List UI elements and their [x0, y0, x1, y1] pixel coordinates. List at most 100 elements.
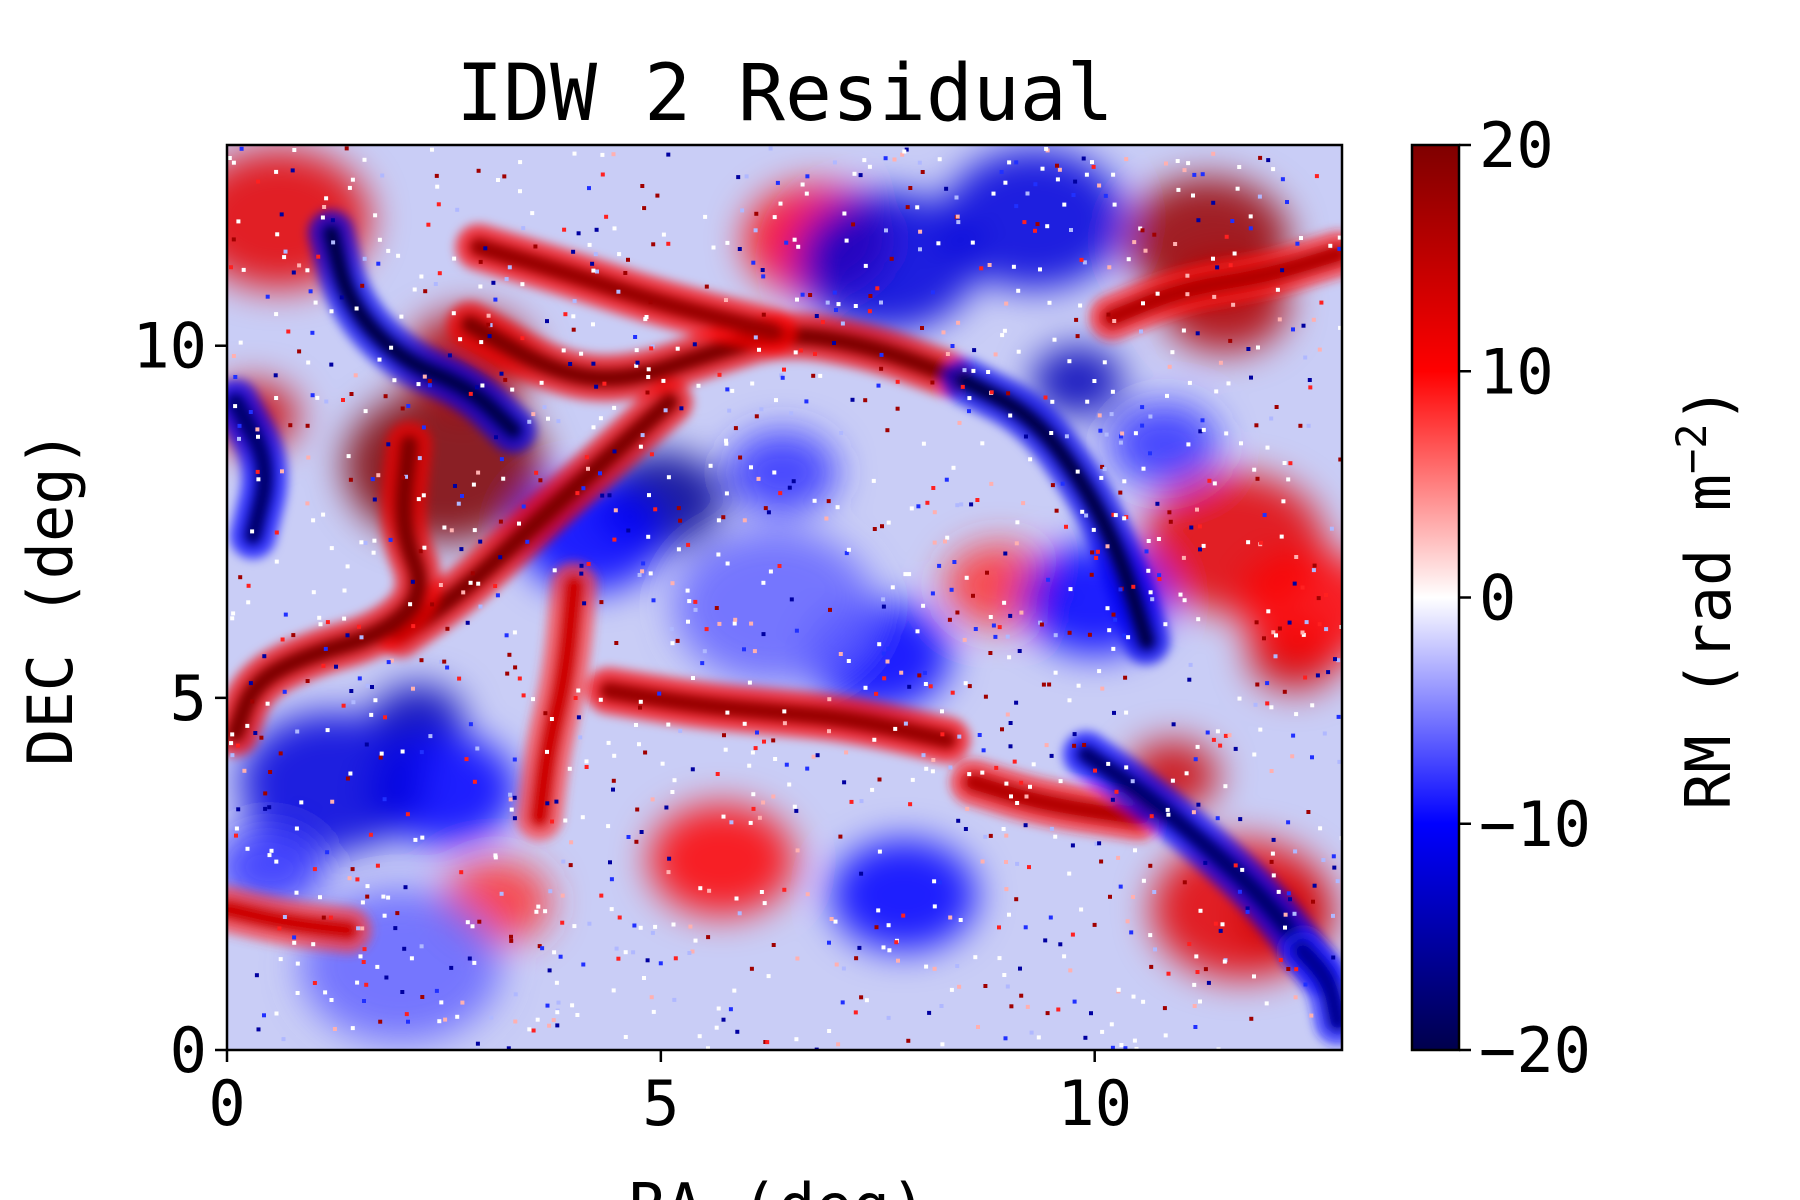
heatmap-speckle-pixel — [768, 146, 773, 151]
heatmap-speckle-pixel — [235, 743, 240, 748]
heatmap-speckle-pixel — [495, 593, 500, 598]
heatmap-speckle-pixel — [649, 452, 654, 457]
heatmap-speckle-pixel — [1212, 294, 1217, 299]
heatmap-speckle-pixel — [355, 980, 360, 985]
heatmap-speckle-pixel — [1200, 418, 1205, 423]
heatmap-speckle-pixel — [1182, 880, 1187, 885]
heatmap-speckle-pixel — [747, 680, 752, 685]
heatmap-speckle-pixel — [1009, 1004, 1014, 1009]
y-tick-label: 0 — [170, 1014, 207, 1087]
heatmap-speckle-pixel — [581, 962, 586, 967]
heatmap-speckle-pixel — [1004, 833, 1009, 838]
heatmap-speckle-pixel — [1181, 328, 1186, 333]
heatmap-speckle-pixel — [840, 1000, 845, 1005]
heatmap-speckle-pixel — [1239, 441, 1243, 446]
heatmap-speckle-pixel — [1233, 746, 1238, 751]
heatmap-speckle-pixel — [1245, 909, 1250, 914]
heatmap-speckle-pixel — [1322, 731, 1327, 736]
heatmap-speckle-pixel — [885, 428, 890, 433]
heatmap-speckle-pixel — [714, 606, 719, 610]
heatmap-speckle-pixel — [886, 520, 891, 525]
heatmap-speckle-pixel — [1182, 168, 1187, 173]
heatmap-speckle-pixel — [904, 147, 909, 152]
heatmap-speckle-pixel — [623, 1035, 628, 1039]
heatmap-speckle-pixel — [305, 679, 310, 683]
heatmap-speckle-pixel — [445, 665, 450, 670]
heatmap-speckle-pixel — [412, 287, 417, 292]
heatmap-speckle-pixel — [623, 950, 628, 955]
heatmap-speckle-pixel — [1279, 534, 1284, 539]
heatmap-speckle-pixel — [1232, 251, 1237, 256]
heatmap-speckle-pixel — [771, 943, 776, 947]
heatmap-speckle-pixel — [930, 591, 935, 596]
heatmap-speckle-pixel — [551, 1018, 556, 1023]
heatmap-speckle-pixel — [634, 723, 638, 727]
heatmap-speckle-pixel — [716, 518, 721, 523]
heatmap-speckle-pixel — [512, 816, 517, 821]
heatmap-speckle-pixel — [292, 935, 297, 940]
heatmap-speckle-pixel — [791, 479, 796, 484]
heatmap-speckle-pixel — [406, 1019, 410, 1024]
heatmap-speckle-pixel — [1220, 922, 1225, 927]
heatmap-speckle-pixel — [1246, 347, 1251, 351]
heatmap-speckle-pixel — [1131, 895, 1135, 899]
heatmap-speckle-pixel — [1111, 646, 1116, 651]
heatmap-speckle-pixel — [1152, 232, 1157, 237]
heatmap-speckle-pixel — [645, 390, 650, 395]
heatmap-speckle-pixel — [442, 659, 447, 664]
heatmap-speckle-pixel — [792, 237, 797, 242]
heatmap-speckle-pixel — [513, 992, 518, 997]
heatmap-speckle-pixel — [893, 726, 898, 731]
heatmap-speckle-pixel — [1118, 440, 1123, 445]
heatmap-speckle-pixel — [782, 887, 787, 892]
heatmap-speckle-pixel — [789, 411, 794, 416]
heatmap-speckle-pixel — [1203, 860, 1208, 865]
heatmap-speckle-pixel — [378, 1019, 383, 1024]
heatmap-speckle-pixel — [294, 890, 299, 895]
heatmap-speckle-pixel — [1015, 520, 1020, 525]
heatmap-speckle-pixel — [980, 859, 985, 864]
heatmap-speckle-pixel — [1131, 994, 1136, 999]
heatmap-speckle-pixel — [1067, 871, 1072, 876]
heatmap-speckle-pixel — [827, 940, 831, 945]
heatmap-speckle-pixel — [994, 765, 999, 770]
heatmap-speckle-pixel — [614, 641, 619, 645]
heatmap-speckle-pixel — [607, 493, 612, 498]
heatmap-speckle-pixel — [1312, 563, 1317, 568]
heatmap-speckle-pixel — [1294, 712, 1299, 717]
heatmap-speckle-pixel — [1254, 620, 1259, 625]
heatmap-speckle-pixel — [467, 956, 472, 961]
heatmap-speckle-pixel — [460, 1000, 465, 1005]
heatmap-speckle-pixel — [653, 924, 658, 929]
heatmap-speckle-pixel — [396, 253, 401, 258]
heatmap-speckle-pixel — [575, 1013, 580, 1017]
heatmap-speckle-pixel — [510, 387, 515, 392]
heatmap-speckle-pixel — [871, 478, 876, 483]
heatmap-speckle-pixel — [550, 819, 554, 824]
heatmap-speckle-pixel — [576, 688, 581, 693]
heatmap-speckle-pixel — [738, 455, 743, 460]
heatmap-speckle-pixel — [562, 227, 567, 232]
heatmap-speckle-pixel — [1083, 1035, 1088, 1040]
heatmap-speckle-pixel — [977, 733, 982, 737]
heatmap-speckle-pixel — [321, 512, 326, 517]
heatmap-speckle-pixel — [1224, 234, 1229, 239]
heatmap-speckle-pixel — [925, 500, 930, 505]
heatmap-speckle-pixel — [1157, 577, 1162, 581]
heatmap-speckle-pixel — [543, 909, 548, 914]
heatmap-speckle-pixel — [256, 179, 261, 184]
heatmap-speckle-pixel — [1141, 466, 1146, 471]
heatmap-speckle-pixel — [1230, 219, 1235, 223]
heatmap-speckle-pixel — [586, 466, 590, 471]
heatmap-speckle-pixel — [233, 404, 238, 409]
heatmap-speckle-pixel — [883, 156, 888, 161]
heatmap-speckle-pixel — [556, 1000, 561, 1005]
heatmap-speckle-pixel — [1254, 423, 1259, 428]
heatmap-speckle-pixel — [535, 1017, 540, 1022]
heatmap-speckle-pixel — [1265, 445, 1270, 450]
heatmap-speckle-pixel — [937, 157, 942, 162]
heatmap-speckle-pixel — [537, 944, 542, 949]
heatmap-speckle-pixel — [1286, 967, 1291, 971]
heatmap-speckle-pixel — [941, 330, 946, 335]
heatmap-speckle-pixel — [1337, 759, 1342, 764]
